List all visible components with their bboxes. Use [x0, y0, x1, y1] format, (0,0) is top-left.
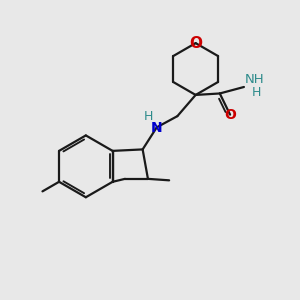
Text: N: N: [150, 121, 162, 135]
Text: O: O: [189, 36, 202, 51]
Text: O: O: [224, 108, 236, 122]
Text: NH: NH: [245, 73, 265, 86]
Text: H: H: [252, 86, 262, 99]
Text: H: H: [144, 110, 153, 123]
